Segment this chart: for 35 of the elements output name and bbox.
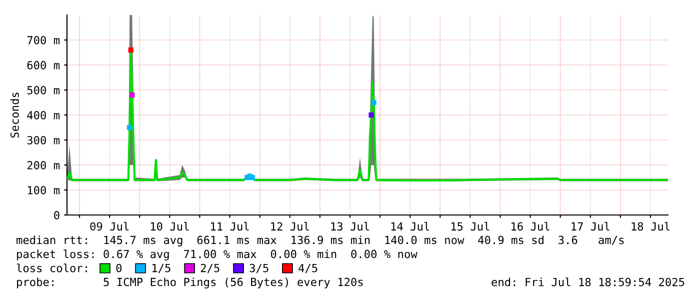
legend-title: loss color:: [16, 264, 87, 272]
text: probe: 5 ICMP Echo Pings (56 Bytes) every 120s: [17, 278, 363, 288]
x-tick-label: 10 Jul: [150, 222, 189, 231]
legend-label: 0: [116, 264, 122, 272]
point: [371, 100, 376, 106]
y-tick-label: 100 m: [28, 186, 60, 194]
y-tick-label: 700 m: [27, 36, 60, 44]
y-tick-label: 400 m: [27, 111, 60, 120]
text: packet loss: 0.67 % avg 71.00 % max 0.00 % min 0.00 % now: [17, 250, 418, 260]
x-tick-label: 14 Jul: [391, 222, 430, 231]
x-tick-label: 15 Jul: [451, 222, 490, 231]
y-tick-label: 500 m: [27, 86, 60, 94]
x-tick-label: 11 Jul: [211, 222, 249, 231]
x-tick-label: 16 Jul: [512, 222, 550, 231]
y-axis-title: Seconds: [10, 92, 19, 138]
x-tick-label: 13 Jul: [331, 222, 369, 231]
y-tick-label: 300 m: [27, 136, 60, 144]
y-tick-label: 600 m: [27, 61, 60, 70]
x-tick-label: 09 Jul: [90, 222, 129, 231]
x-tick-label: 12 Jul: [271, 222, 309, 231]
point: [128, 47, 134, 53]
legend-label: 2/5: [200, 264, 220, 274]
y-tick-label: 0: [54, 211, 60, 220]
point: [127, 124, 132, 130]
x-tick-label: 18 Jul: [632, 222, 670, 231]
text: end: Fri Jul 18 18:59:54 2025: [492, 278, 684, 286]
legend-label: 4/5: [298, 264, 318, 274]
legend-label: 3/5: [250, 264, 268, 274]
point: [368, 112, 374, 118]
point: [130, 92, 135, 98]
x-tick-label: 17 Jul: [572, 222, 610, 231]
y-tick-label: 200 m: [27, 161, 60, 170]
legend-label: 1/5: [152, 264, 170, 274]
text: median rtt: 145.7 ms avg 661.1 ms max 136.9 ms min 140.0 ms now 40.9 ms sd 3.6 am/s: [16, 236, 624, 246]
point: [250, 174, 255, 180]
